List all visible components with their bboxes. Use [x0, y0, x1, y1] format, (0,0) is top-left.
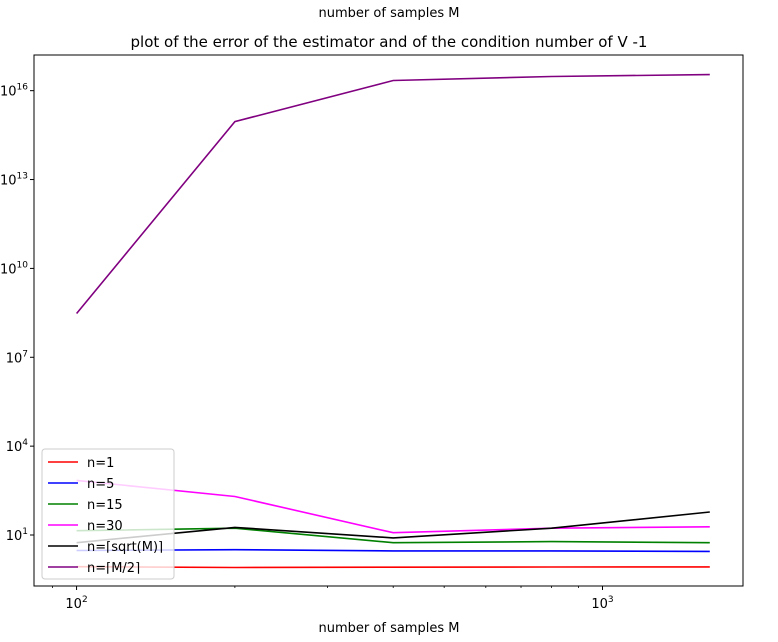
y-tick-label: 1016 [0, 83, 28, 100]
series-line-2 [76, 548, 710, 553]
series-line-6 [75, 73, 710, 315]
series-lines [75, 73, 710, 569]
x-tick-label: 103 [591, 595, 613, 612]
series-line-5 [76, 511, 710, 544]
legend-entry: n=1 [87, 456, 114, 471]
y-tick-label: 104 [6, 438, 29, 455]
chart-title: plot of the error of the estimator and o… [131, 33, 648, 51]
legend: n=1 n=5 n=15 n=30 n=⌈sqrt(M)⌉ n=⌈M/2⌉ [41, 448, 175, 580]
legend-entry: n=5 [87, 477, 114, 492]
series-line-4 [76, 479, 710, 534]
legend-entry: n=⌈M/2⌉ [87, 561, 140, 576]
y-tick-label: 107 [6, 349, 28, 366]
legend-entry: n=15 [87, 498, 123, 513]
series-line-1 [76, 565, 710, 569]
x-tick-label: 102 [65, 595, 87, 612]
y-tick-label: 101 [6, 527, 28, 544]
legend-entry: n=30 [87, 519, 123, 534]
y-tick-label: 1013 [0, 172, 28, 189]
x-axis-label: number of samples M [319, 621, 460, 636]
legend-entry: n=⌈sqrt(M)⌉ [87, 540, 163, 555]
tick-marks: 102 103 101 104 107 1010 1013 1016 [0, 83, 614, 612]
series-line-3 [76, 527, 710, 544]
top-axis-label: number of samples M [319, 6, 460, 21]
y-tick-label: 1010 [0, 260, 28, 277]
